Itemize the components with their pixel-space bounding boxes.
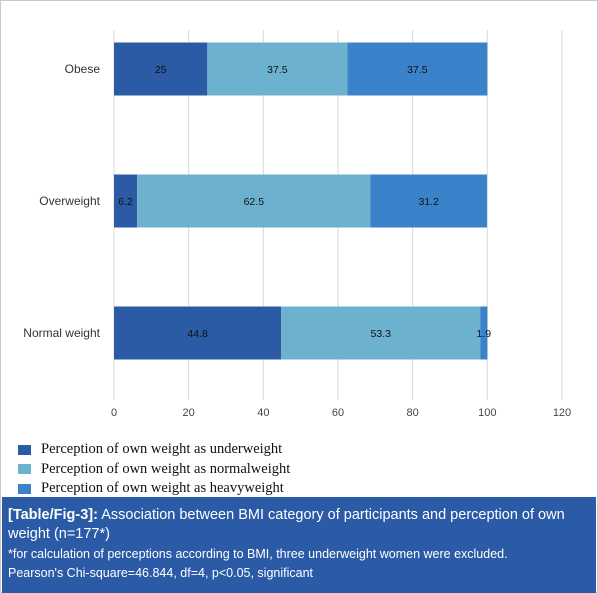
caption-title: Association between BMI category of part… (8, 507, 565, 542)
bar-segment-obese-3 (347, 42, 488, 96)
x-tick-label-40: 40 (257, 407, 269, 419)
bar-segment-overweight-2 (137, 174, 371, 228)
legend-swatch (18, 444, 31, 455)
legend-item: Perception of own weight as heavyweight (18, 479, 290, 499)
legend-swatch (18, 464, 31, 475)
caption-note-statistics: Pearson's Chi-square=46.844, df=4, p<0.0… (8, 566, 314, 580)
caption-reference: [Table/Fig-3]: (8, 507, 98, 523)
bar-segment-normal-weight-2 (281, 306, 481, 360)
data-label: 37.5 (267, 64, 288, 76)
bar-segment-overweight-1 (114, 174, 138, 228)
figure-caption: [Table/Fig-3]: Association between BMI c… (2, 497, 596, 593)
x-tick-label-100: 100 (478, 407, 496, 419)
bar-segment-normal-weight-1 (114, 306, 282, 360)
legend-item: Perception of own weight as underweight (18, 440, 290, 460)
data-label: 31.2 (419, 196, 440, 208)
data-label: 53.3 (371, 328, 392, 340)
stacked-bar-chart: 0 20 40 60 80 100 120 Obese 25 37.5 37.5 Overweight… (23, 30, 571, 419)
legend-label: Perception of own weight as normalweight (41, 460, 291, 477)
caption-note-exclusion: *for calculation of perceptions accordin… (8, 547, 508, 561)
legend-label: Perception of own weight as heavyweight (41, 480, 284, 497)
x-tick-label-60: 60 (332, 407, 344, 419)
data-label: 1.9 (476, 328, 491, 340)
x-tick-label-0: 0 (111, 407, 117, 419)
x-tick-label-20: 20 (183, 407, 195, 419)
legend: Perception of own weight as underweight P… (18, 440, 290, 499)
data-label: 37.5 (407, 64, 428, 76)
x-tick-label-120: 120 (553, 407, 571, 419)
bar-segment-obese-2 (207, 42, 348, 96)
category-label-normal-weight: Normal weight (23, 326, 100, 340)
category-label-overweight: Overweight (39, 194, 100, 208)
data-label: 62.5 (244, 196, 265, 208)
bar-segment-overweight-3 (370, 174, 487, 228)
data-label: 44.8 (187, 328, 208, 340)
legend-item: Perception of own weight as normalweight (18, 460, 290, 480)
data-label: 25 (155, 64, 167, 76)
x-tick-label-80: 80 (407, 407, 419, 419)
legend-label: Perception of own weight as underweight (41, 441, 283, 458)
bar-segment-obese-1 (114, 42, 208, 96)
category-label-obese: Obese (65, 62, 101, 76)
data-label: 6.2 (118, 196, 133, 208)
bar-segment-normal-weight-3 (480, 306, 488, 360)
legend-swatch (18, 483, 31, 494)
caption-title-line: [Table/Fig-3]: Association between BMI c… (8, 506, 590, 544)
